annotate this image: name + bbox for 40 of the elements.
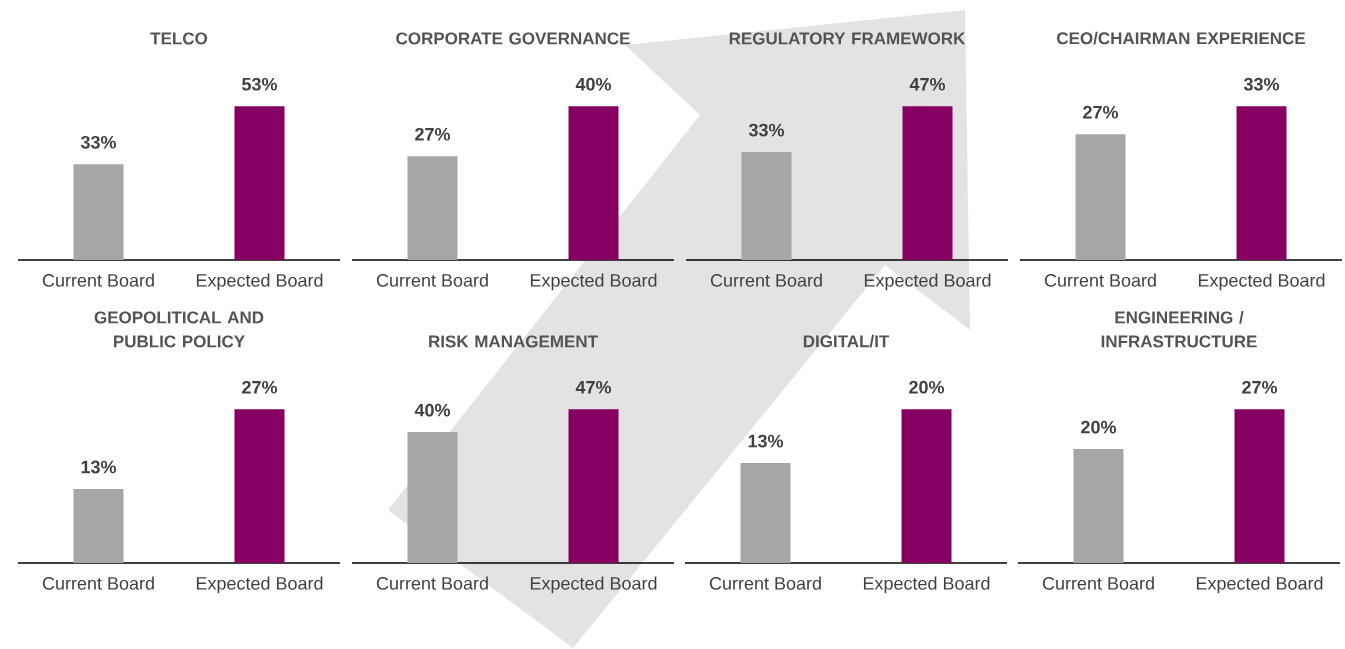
data-label: 47%: [909, 77, 946, 91]
x-tick-label: Current Board: [1042, 576, 1154, 590]
x-tick-label: Current Board: [42, 576, 154, 590]
data-label: 33%: [748, 123, 785, 137]
data-label: 33%: [80, 135, 117, 149]
x-tick-label: Expected Board: [863, 576, 990, 594]
x-tick-label: Current Board: [709, 576, 821, 590]
chart-title: TELCO: [150, 32, 208, 45]
data-label: 53%: [242, 77, 278, 91]
data-label: 33%: [1243, 77, 1280, 91]
data-label: 13%: [81, 460, 117, 474]
data-label: 40%: [414, 403, 451, 417]
chart-title: REGULATORY FRAMEWORK: [729, 32, 966, 45]
data-label: 47%: [575, 380, 612, 394]
x-tick-label: Expected Board: [1196, 576, 1323, 594]
data-label: 27%: [1242, 380, 1278, 394]
data-label: 13%: [748, 434, 784, 448]
chart-title: GEOPOLITICAL AND PUBLIC POLICY: [94, 311, 264, 348]
data-label: 40%: [575, 77, 612, 91]
x-tick-label: Expected Board: [1198, 273, 1325, 291]
x-tick-label: Expected Board: [530, 576, 657, 594]
x-tick-label: Expected Board: [530, 273, 657, 291]
data-label: 27%: [1083, 105, 1119, 119]
x-tick-label: Expected Board: [864, 273, 991, 291]
chart-title: RISK MANAGEMENT: [429, 335, 598, 348]
x-tick-label: Current Board: [376, 576, 488, 590]
data-label: 27%: [415, 127, 451, 141]
x-tick-label: Current Board: [1044, 273, 1156, 287]
chart-title: CEO/CHAIRMAN EXPERIENCE: [1057, 31, 1306, 45]
x-tick-label: Current Board: [42, 273, 154, 287]
data-label: 20%: [909, 380, 945, 394]
chart-title: ENGINEERING / INFRASTRUCTURE: [1101, 310, 1257, 348]
x-tick-label: Current Board: [376, 273, 488, 287]
data-label: 27%: [242, 380, 278, 394]
data-label: 20%: [1081, 420, 1117, 434]
x-tick-label: Current Board: [710, 273, 822, 287]
chart-title: CORPORATE GOVERNANCE: [396, 32, 630, 45]
chart-title: DIGITAL/IT: [803, 334, 890, 348]
x-tick-label: Expected Board: [196, 273, 323, 291]
x-tick-label: Expected Board: [196, 576, 323, 594]
